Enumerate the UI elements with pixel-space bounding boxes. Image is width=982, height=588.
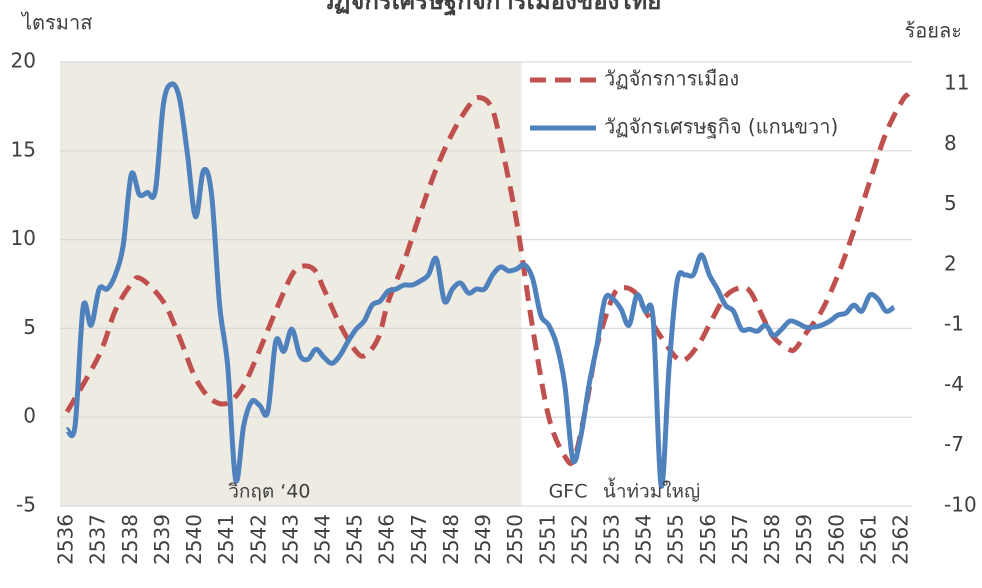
y-tick-label: 0 (23, 404, 36, 428)
x-tick-label: 2557 (728, 514, 752, 565)
chart-title: วัฏจักรเศรษฐกิจการเมืองของไทย (321, 0, 662, 17)
x-tick-label: 2546 (375, 514, 399, 565)
y2-tick-label: -10 (944, 493, 977, 517)
x-tick-label: 2545 (343, 514, 367, 565)
y2-tick-label: -7 (944, 432, 964, 456)
x-tick-label: 2543 (278, 514, 302, 565)
y-tick-label: 10 (11, 226, 36, 250)
x-tick-label: 2549 (471, 514, 495, 565)
x-tick-label: 2556 (696, 514, 720, 565)
y2-tick-label: 8 (944, 131, 957, 155)
annotation: น้ำท่วมใหญ่ (603, 477, 700, 502)
y2-tick-label: 2 (944, 251, 957, 275)
series-line (64, 81, 896, 489)
x-tick-label: 2555 (664, 514, 688, 565)
x-tick-label: 2561 (856, 514, 880, 565)
shaded-region (60, 62, 522, 506)
x-tick-label: 2544 (310, 514, 334, 565)
x-tick-label: 2541 (214, 514, 238, 565)
legend-label: วัฏจักรการเมือง (604, 67, 739, 91)
y2-tick-label: -1 (944, 312, 964, 336)
y2-axis-label: ร้อยละ (905, 19, 962, 43)
legend-label: วัฏจักรเศรษฐกิจ (แกนขวา) (604, 115, 838, 139)
x-tick-label: 2558 (760, 514, 784, 565)
y2-tick-label: 11 (944, 71, 969, 95)
y2-tick-label: -4 (944, 372, 964, 396)
annotation: GFC (549, 480, 588, 502)
y-tick-label: 5 (23, 315, 36, 339)
y-tick-label: -5 (16, 493, 36, 517)
x-tick-label: 2548 (439, 514, 463, 565)
x-tick-label: 2542 (246, 514, 270, 565)
x-tick-label: 2540 (182, 514, 206, 565)
x-tick-label: 2554 (632, 514, 656, 565)
x-tick-label: 2560 (824, 514, 848, 565)
x-tick-label: 2547 (407, 514, 431, 565)
y2-tick-label: 5 (944, 191, 957, 215)
x-tick-label: 2536 (54, 514, 78, 565)
x-tick-label: 2552 (567, 514, 591, 565)
x-tick-label: 2562 (889, 514, 913, 565)
y-tick-label: 20 (11, 49, 36, 73)
x-tick-label: 2550 (503, 514, 527, 565)
x-tick-label: 2551 (535, 514, 559, 565)
x-tick-label: 2559 (792, 514, 816, 565)
x-tick-label: 2537 (86, 514, 110, 565)
y-axis-label: ไตรมาส (20, 11, 92, 35)
x-tick-label: 2539 (150, 514, 174, 565)
annotation: วิกฤต ‘40 (228, 480, 311, 502)
y-tick-label: 15 (11, 137, 36, 161)
x-tick-label: 2553 (600, 514, 624, 565)
x-tick-label: 2538 (118, 514, 142, 565)
